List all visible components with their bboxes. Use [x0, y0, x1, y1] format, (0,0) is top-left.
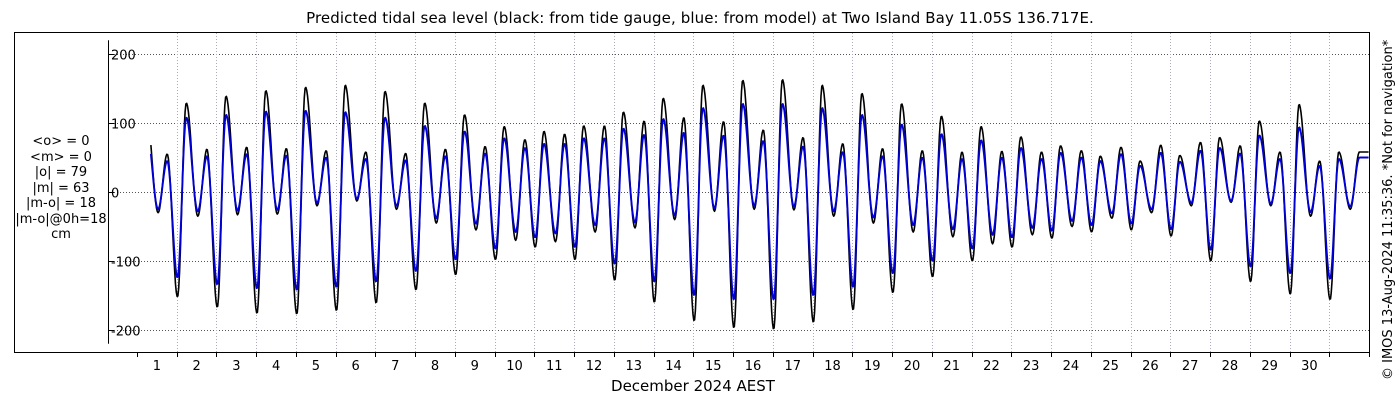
x-tick-label: 12: [586, 359, 603, 374]
stat-abs-model: |m| = 63: [32, 180, 90, 196]
series-lines: [149, 79, 1369, 330]
x-tick-label: 19: [864, 359, 881, 374]
x-tick-label: 17: [784, 359, 801, 374]
y-tick-label: -200: [111, 325, 141, 340]
x-tick-label: 16: [745, 359, 762, 374]
x-axis-label: December 2024 AEST: [611, 377, 776, 395]
x-tick-label: 8: [431, 359, 439, 374]
x-tick-label: 23: [1023, 359, 1040, 374]
y-tick-label: 0: [111, 187, 119, 202]
x-tick-label: 18: [824, 359, 841, 374]
x-tick-label: 1: [153, 359, 161, 374]
x-tick-label: 22: [983, 359, 1000, 374]
stat-unit: cm: [51, 227, 71, 242]
y-axis: -200 -100 0 100 200: [108, 40, 141, 344]
x-tick-label: 13: [626, 359, 643, 374]
stat-mean-model: <m> = 0: [30, 149, 92, 165]
x-tick-label: 11: [546, 359, 563, 374]
x-tick-label: 30: [1301, 359, 1318, 374]
x-tick-label: 20: [904, 359, 921, 374]
x-tick-label: 26: [1142, 359, 1159, 374]
stat-abs-diff: |m-o| = 18: [25, 196, 96, 211]
x-tick-label: 9: [471, 359, 479, 374]
x-tick-label: 27: [1182, 359, 1199, 374]
series-line-tide-gauge: [150, 79, 1369, 330]
x-tick-label: 3: [232, 359, 240, 374]
stat-abs-observed: |o| = 79: [34, 165, 88, 180]
stat-abs-diff-0h: |m-o|@0h=18: [15, 211, 107, 227]
x-tick-label: 15: [705, 359, 722, 374]
x-tick-label: 25: [1102, 359, 1119, 374]
y-tick-label: 200: [111, 49, 136, 64]
x-tick-label: 2: [192, 359, 200, 374]
x-tick-label: 24: [1063, 359, 1080, 374]
x-tick-label: 4: [272, 359, 280, 374]
stats-box: <o> = 0 <m> = 0 |o| = 79 |m| = 63 |m-o| …: [0, 134, 122, 243]
outer-frame: [14, 32, 1370, 353]
chart-title: Predicted tidal sea level (black: from t…: [306, 9, 1094, 27]
stat-mean-observed: <o> = 0: [32, 134, 90, 149]
x-tick-label: 29: [1261, 359, 1278, 374]
x-tick-label: 28: [1222, 359, 1239, 374]
x-tick-label: 14: [665, 359, 682, 374]
y-tick-label: -100: [111, 256, 141, 271]
grid-lines: [108, 33, 1369, 352]
x-tick-label: 10: [506, 359, 523, 374]
series-line-model: [149, 103, 1369, 301]
x-tick-label: 5: [312, 359, 320, 374]
x-tick-label: 21: [943, 359, 960, 374]
x-axis: 1 2 3 4 5 6 7 8 9 10 11 12 13 14 15 16 17 18 19 20 21 22 23 24 2…: [137, 352, 1370, 374]
x-tick-label: 6: [351, 359, 359, 374]
x-tick-label: 7: [391, 359, 399, 374]
y-tick-label: 100: [111, 118, 136, 133]
